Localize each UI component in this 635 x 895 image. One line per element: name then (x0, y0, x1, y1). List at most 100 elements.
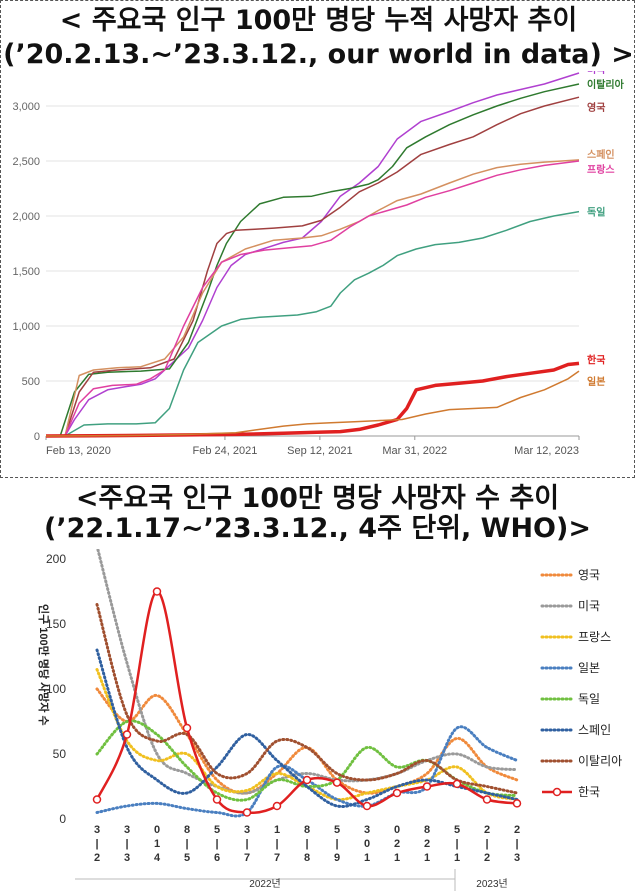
x-tick-label: | (245, 838, 248, 850)
legend-label: 미국 (578, 599, 600, 613)
x-tick-label: Mar 31, 2022 (382, 445, 447, 457)
x-tick-label: 5 (454, 824, 460, 836)
y-tick-label: 200 (46, 552, 66, 566)
x-tick-label: 1 (274, 824, 280, 836)
x-tick-label: | (275, 838, 278, 850)
series-label: 스페인 (587, 148, 615, 161)
x-tick-label: 2 (424, 838, 430, 850)
data-point (122, 730, 132, 739)
y-tick-label: 1,500 (12, 266, 40, 278)
x-tick-label: 1 (154, 838, 160, 850)
data-point (482, 795, 492, 804)
x-tick-label: 1 (364, 852, 370, 864)
x-tick-label: 0 (394, 824, 400, 836)
series-line-영국 (46, 96, 580, 437)
x-tick-label: | (185, 838, 188, 850)
x-tick-label: 2 (514, 824, 520, 836)
series-line-미국 (96, 549, 519, 795)
legend-label: 일본 (578, 661, 600, 675)
x-tick-label: 7 (244, 852, 250, 864)
y-tick-label: 0 (59, 812, 66, 826)
data-point (332, 778, 342, 787)
x-tick-label: 1 (454, 852, 460, 864)
x-tick-label: 9 (334, 852, 340, 864)
legend-label: 이탈리아 (578, 754, 622, 768)
cumulative-deaths-chart: 0 500 1,000 1,500 2,000 2,500 3,000 Feb 13, 202… (12, 71, 625, 457)
data-point (242, 808, 252, 817)
series-label: 일본 (587, 375, 605, 388)
x-tick-label: 4 (154, 852, 161, 864)
y-axis-label: 인구 100만 명당 사망자 수 (37, 604, 51, 726)
data-point (272, 801, 282, 811)
x-tick-label: 3 (364, 824, 370, 836)
legend-marker (552, 787, 562, 797)
x-tick-label: | (335, 838, 338, 850)
x-tick-label: 2 (94, 852, 100, 864)
x-tick-label: 8 (424, 824, 430, 836)
data-point (422, 782, 432, 791)
x-tick-label: 3 (514, 852, 520, 864)
data-point (302, 775, 312, 785)
data-point (182, 723, 192, 733)
x-tick-label: 8 (184, 824, 190, 836)
series-label: 프랑스 (587, 164, 615, 176)
x-tick-label: Feb 13, 2020 (46, 445, 111, 457)
x-tick-label: 0 (154, 824, 160, 836)
x-tick-label: 5 (334, 824, 340, 836)
series-line-이탈리아 (95, 603, 519, 795)
legend-label: 독일 (578, 692, 600, 706)
x-tick-label: 1 (424, 852, 430, 864)
x-tick-label: 3 (244, 824, 250, 836)
x-tick-label: | (485, 838, 488, 850)
x-tick-label: | (305, 838, 308, 850)
y-tick-label: 100 (46, 682, 66, 696)
x-tick-label: 8 (304, 852, 310, 864)
x-tick-label: | (215, 838, 218, 850)
x-tick-label: | (515, 838, 518, 850)
series-label: 독일 (587, 206, 605, 219)
data-point (212, 795, 222, 804)
data-point (392, 788, 402, 798)
series-line-이탈리아 (46, 83, 580, 437)
year-label: 2023년 (476, 878, 507, 890)
y-tick-label: 50 (53, 747, 67, 761)
chart1-subtitle: (’20.2.13.~’23.3.12., our world in data)… (3, 39, 634, 70)
series-label: 이탈리아 (587, 78, 625, 91)
y-tick-label: 500 (22, 376, 40, 388)
x-tick-label: | (455, 838, 458, 850)
series-line-한국 (45, 361, 580, 438)
data-point (452, 779, 462, 789)
chart1-title: < 주요국 인구 100만 명당 누적 사망자 추이 (59, 5, 578, 36)
legend-label: 한국 (578, 785, 600, 799)
chart-panel-periodic: <주요국 인구 100만 명당 사망자 수 추이 (’22.1.17~’23.3… (0, 479, 635, 895)
series-label: 영국 (587, 101, 605, 114)
x-tick-label: 2 (484, 852, 490, 864)
legend-label: 영국 (578, 568, 600, 582)
x-tick-label: Sep 12, 2021 (287, 445, 352, 457)
x-tick-label: 5 (214, 824, 220, 836)
series-line-일본 (45, 370, 580, 437)
year-label: 2022년 (249, 878, 280, 890)
series-line-스페인 (46, 159, 580, 437)
data-point (362, 801, 372, 811)
y-tick-label: 0 (34, 431, 40, 443)
x-tick-label: 0 (364, 838, 370, 850)
series-label: 한국 (587, 354, 605, 366)
chart-panel-cumulative: < 주요국 인구 100만 명당 누적 사망자 추이 (’20.2.13.~’2… (0, 0, 635, 478)
x-tick-label: 8 (304, 824, 310, 836)
chart2-subtitle: (’22.1.17~’23.3.12., 4주 단위, WHO)> (44, 513, 591, 544)
x-tick-label: 3 (124, 852, 130, 864)
legend-label: 스페인 (578, 723, 611, 737)
data-point (512, 799, 522, 808)
legend-label: 프랑스 (578, 630, 611, 644)
series-line-프랑스 (46, 160, 580, 437)
series-line-미국 (46, 72, 580, 437)
y-tick-label: 3,000 (12, 101, 40, 113)
x-tick-label: 7 (274, 852, 280, 864)
data-point (92, 795, 102, 804)
x-tick-label: | (95, 838, 98, 850)
y-tick-label: 1,000 (12, 321, 40, 333)
series-label: 미국 (587, 71, 605, 76)
y-tick-label: 2,500 (12, 156, 40, 168)
x-tick-label: 6 (214, 852, 220, 864)
